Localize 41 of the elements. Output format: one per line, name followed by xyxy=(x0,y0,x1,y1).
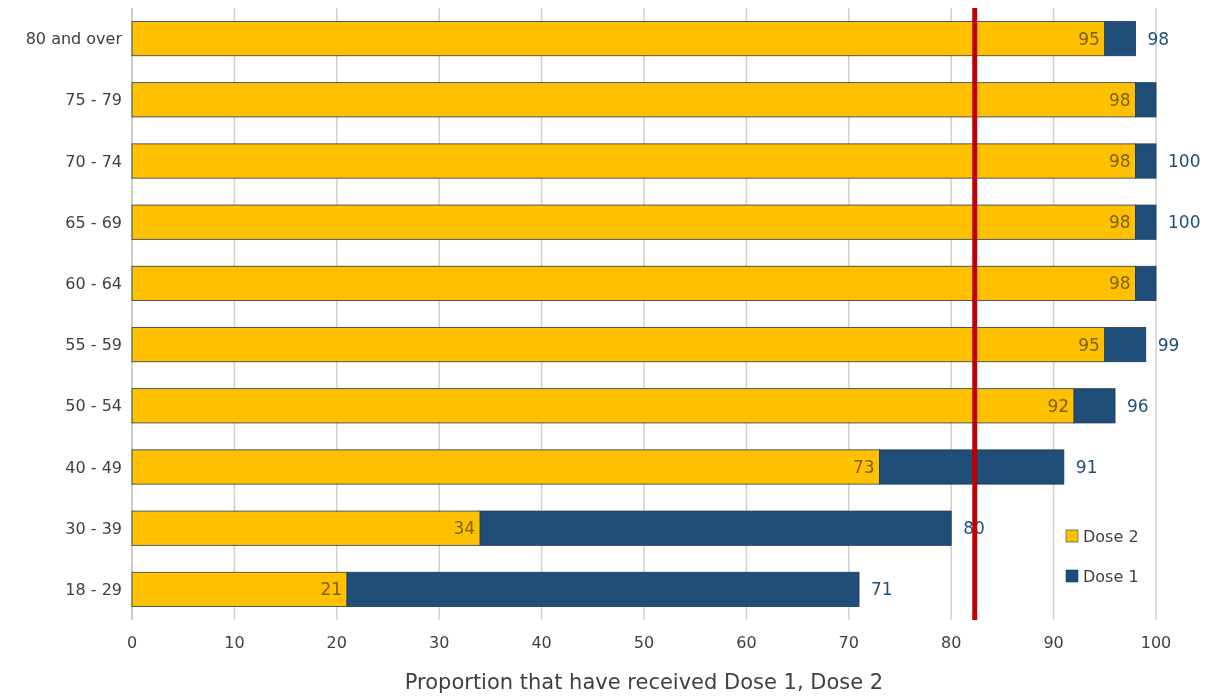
y-tick-label: 40 - 49 xyxy=(65,457,122,477)
total-label: 96 xyxy=(1127,395,1149,416)
y-tick-label: 70 - 74 xyxy=(65,151,122,171)
legend-label: Dose 1 xyxy=(1083,566,1139,586)
y-tick-label: 30 - 39 xyxy=(65,518,122,538)
y-tick-label: 18 - 29 xyxy=(65,580,122,599)
total-label: 91 xyxy=(1075,456,1098,477)
data-label: 73 xyxy=(852,456,875,477)
y-tick-label: 75 - 79 xyxy=(65,90,122,110)
x-tick-label: 20 xyxy=(326,633,347,652)
data-label: 92 xyxy=(1047,395,1070,416)
x-tick-label: 40 xyxy=(531,633,552,652)
data-label: 34 xyxy=(453,518,476,539)
y-tick-label: 80 and over xyxy=(25,29,123,49)
x-tick-label: 60 xyxy=(736,633,757,652)
x-axis-title: Proportion that have received Dose 1, Dose 2 xyxy=(404,670,884,694)
data-label: 98 xyxy=(1108,150,1131,171)
total-label: 71 xyxy=(871,579,893,600)
x-tick-label: 50 xyxy=(633,633,655,652)
y-tick-label: 65 - 69 xyxy=(65,212,122,232)
data-label: 98 xyxy=(1108,273,1131,294)
total-label: 98 xyxy=(1147,28,1170,49)
data-label: 98 xyxy=(1108,89,1131,110)
x-tick-label: 0 xyxy=(126,633,138,652)
x-tick-label: 30 xyxy=(429,633,450,652)
y-tick-label: 60 - 64 xyxy=(65,274,122,293)
total-label: 100 xyxy=(1168,150,1201,171)
x-tick-label: 70 xyxy=(838,633,859,652)
x-tick-label: 10 xyxy=(224,633,245,652)
data-label: 21 xyxy=(320,579,343,600)
data-label: 95 xyxy=(1078,334,1100,355)
legend-label: Dose 2 xyxy=(1083,526,1139,546)
total-label: 100 xyxy=(1168,212,1201,233)
data-label: 98 xyxy=(1108,212,1131,233)
x-tick-label: 80 xyxy=(941,633,962,652)
data-label: 95 xyxy=(1078,28,1100,49)
total-label: 99 xyxy=(1157,334,1180,355)
x-tick-label: 100 xyxy=(1140,633,1172,652)
x-tick-label: 90 xyxy=(1043,633,1064,652)
y-tick-label: 55 - 59 xyxy=(65,335,122,355)
y-tick-label: 50 - 54 xyxy=(65,396,122,416)
